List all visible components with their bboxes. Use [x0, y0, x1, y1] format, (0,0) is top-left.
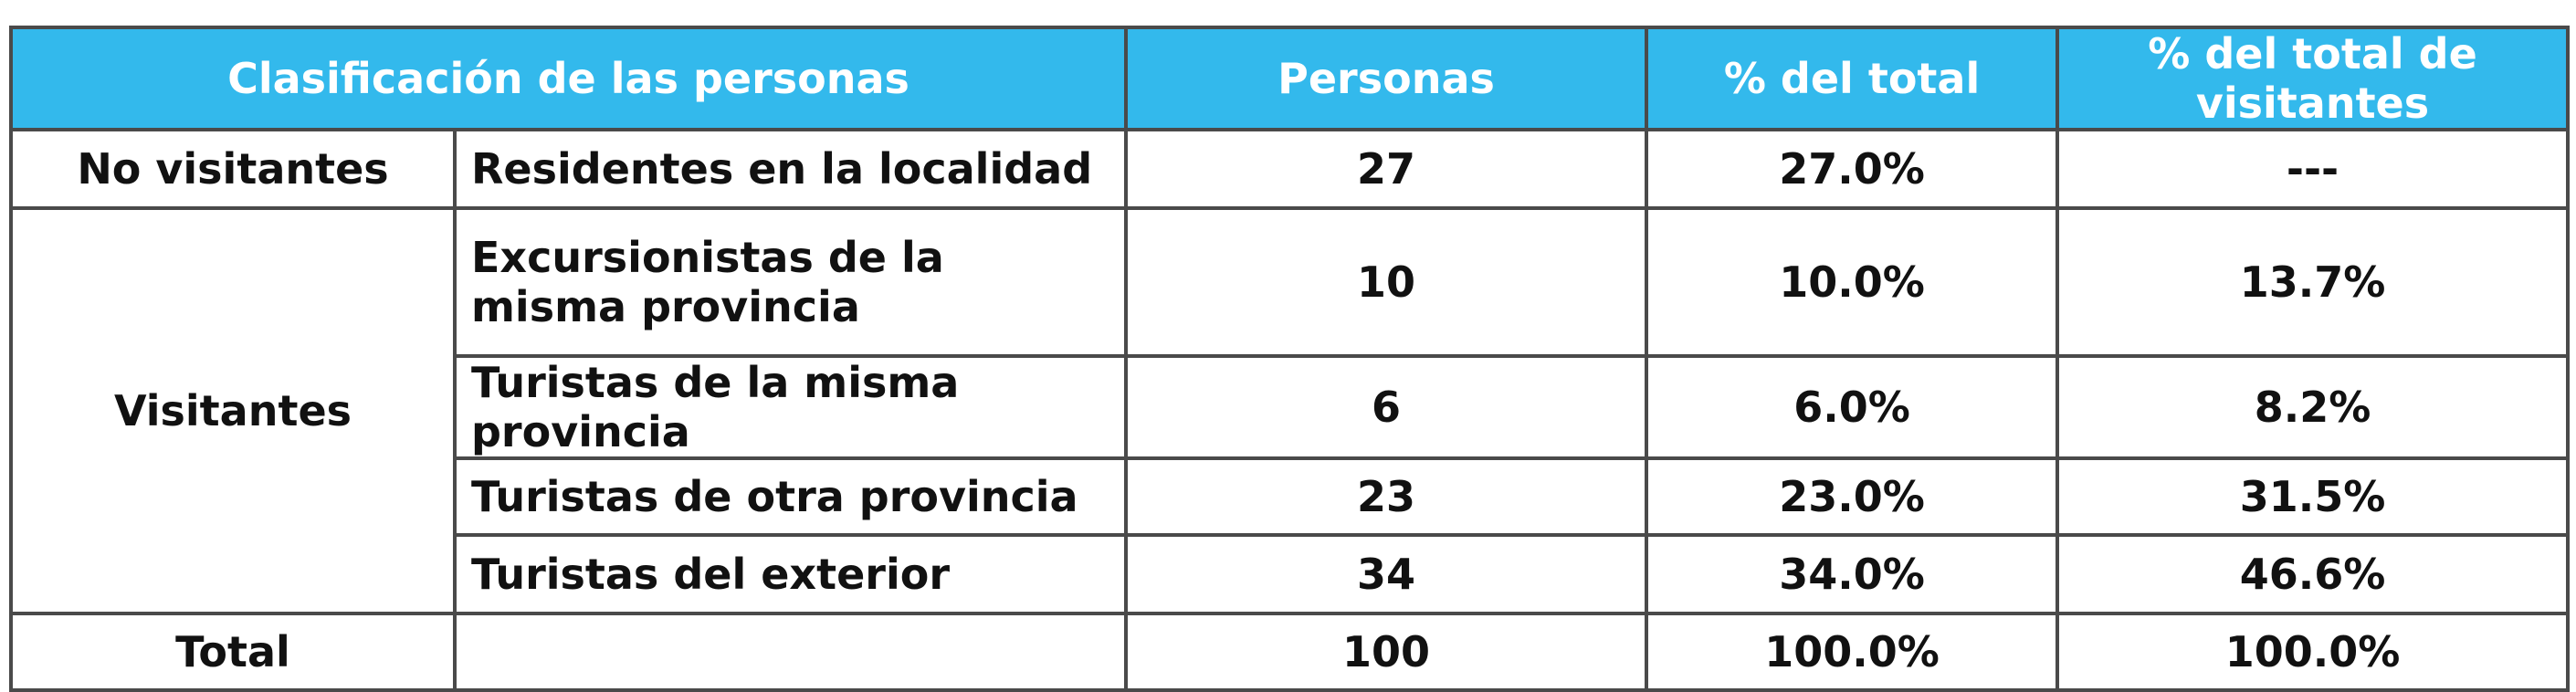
persons-cell: 6 — [1124, 354, 1649, 460]
table-row: Visitantes Excursionistas de la misma pr… — [9, 206, 2571, 615]
total-label: Total — [9, 612, 457, 692]
table-row: No visitantes Residentes en la localidad… — [9, 128, 2571, 210]
row-label: Turistas de la misma provincia — [452, 354, 1129, 460]
table-row: Turistas de otra provincia 23 23.0% 31.5… — [11, 456, 2571, 537]
total-pct-total: 100.0% — [1645, 612, 2060, 692]
row-label: Excursionistas de la misma provincia — [452, 206, 1129, 358]
pct-total-cell: 34.0% — [1645, 533, 2060, 615]
total-persons: 100 — [1124, 612, 1649, 692]
pct-visitors-cell: 8.2% — [2056, 354, 2571, 460]
row-label: Turistas de otra provincia — [452, 456, 1129, 537]
table-row: Turistas del exterior 34 34.0% 46.6% — [11, 533, 2571, 615]
total-row: Total 100 100.0% 100.0% — [9, 612, 2571, 692]
pct-total-cell: 6.0% — [1645, 354, 2060, 460]
header-persons: Personas — [1124, 26, 1649, 131]
pct-visitors-cell: --- — [2056, 128, 2571, 210]
table-row: Turistas de la misma provincia 6 6.0% 8.… — [11, 354, 2571, 460]
row-label: Turistas del exterior — [452, 533, 1129, 615]
persons-cell: 27 — [1124, 128, 1649, 210]
classification-table: Clasificación de las personas Personas %… — [8, 26, 2571, 692]
header-classification: Clasificación de las personas — [8, 26, 1129, 131]
persons-cell: 23 — [1124, 456, 1649, 537]
persons-cell: 34 — [1124, 533, 1649, 615]
pct-total-cell: 10.0% — [1645, 206, 2060, 358]
pct-total-cell: 27.0% — [1645, 128, 2060, 210]
row-label: Residentes en la localidad — [452, 128, 1129, 210]
pct-visitors-cell: 31.5% — [2056, 456, 2571, 537]
group-visitors: Visitantes — [9, 206, 457, 615]
persons-cell: 10 — [1124, 206, 1649, 358]
total-empty-cell — [452, 612, 1129, 692]
pct-visitors-cell: 46.6% — [2056, 533, 2571, 615]
pct-total-cell: 23.0% — [1645, 456, 2060, 537]
pct-visitors-cell: 13.7% — [2056, 206, 2571, 358]
total-pct-visitors: 100.0% — [2056, 612, 2571, 692]
header-pct-total: % del total — [1645, 26, 2060, 131]
group-non-visitors: No visitantes — [9, 128, 457, 210]
header-pct-visitors: % del total de visitantes — [2056, 26, 2571, 131]
header-row: Clasificación de las personas Personas %… — [8, 26, 2571, 131]
